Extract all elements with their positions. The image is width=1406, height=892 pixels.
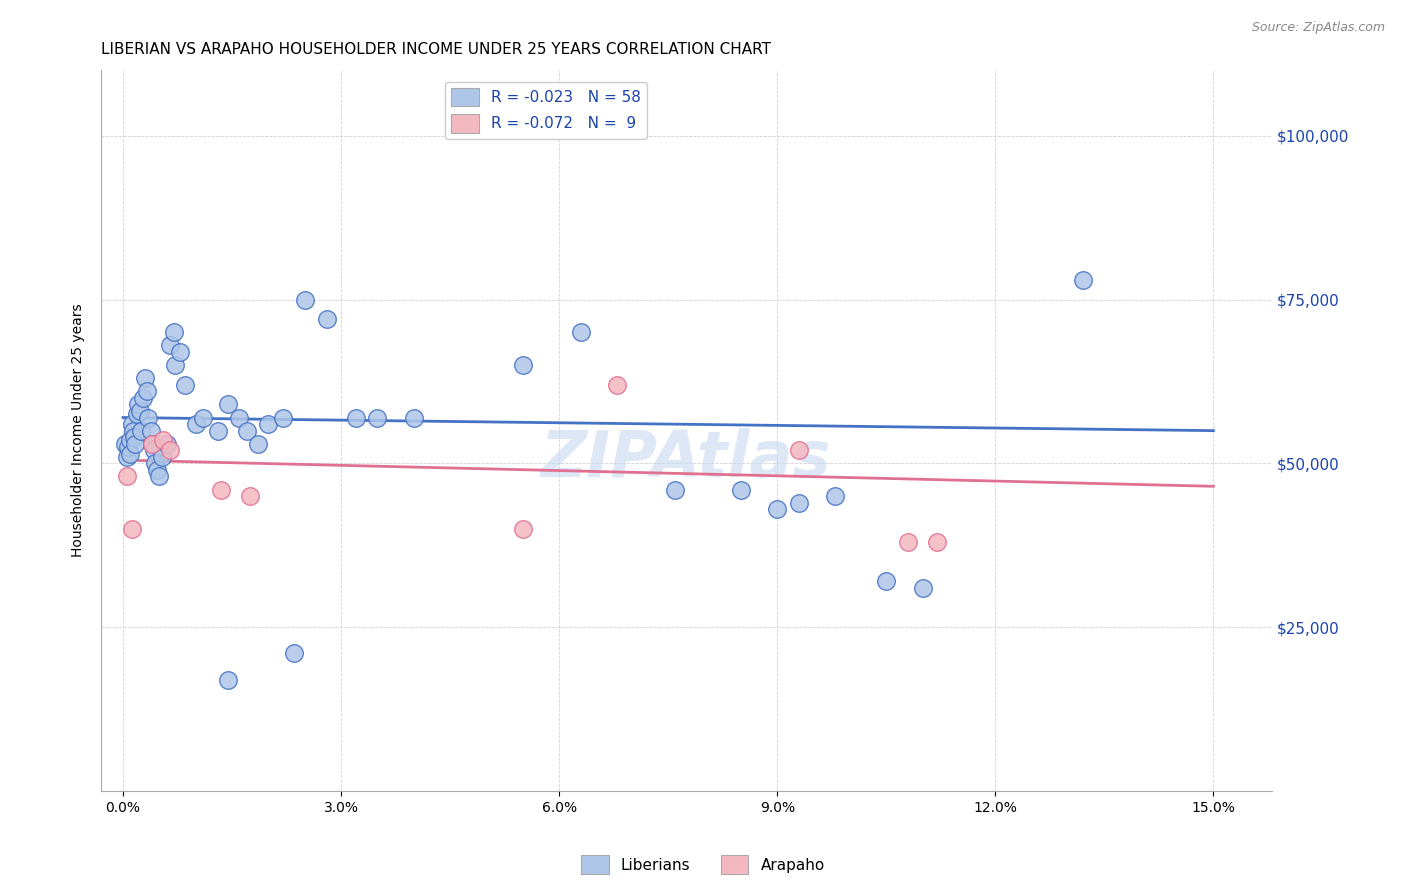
Point [138, 410, 160, 425]
Point [209, 483, 232, 497]
Legend: Liberians, Arapaho: Liberians, Arapaho [575, 849, 831, 880]
Point [664, 483, 686, 497]
Point [134, 371, 156, 385]
Point [246, 436, 269, 450]
Point [148, 469, 170, 483]
Point [402, 410, 425, 425]
Point [257, 417, 280, 431]
Point [115, 469, 138, 483]
Point [169, 345, 191, 359]
Point [271, 410, 294, 425]
Point [143, 456, 166, 470]
Point [129, 424, 152, 438]
Point [165, 358, 187, 372]
Point [120, 446, 142, 460]
Point [122, 424, 145, 438]
Point [128, 404, 150, 418]
Text: LIBERIAN VS ARAPAHO HOUSEHOLDER INCOME UNDER 25 YEARS CORRELATION CHART: LIBERIAN VS ARAPAHO HOUSEHOLDER INCOME U… [101, 42, 772, 57]
Point [141, 436, 163, 450]
Point [766, 502, 789, 516]
Point [139, 424, 162, 438]
Text: Source: ZipAtlas.com: Source: ZipAtlas.com [1251, 21, 1385, 34]
Point [127, 397, 149, 411]
Point [142, 443, 165, 458]
Point [512, 522, 534, 536]
Point [315, 312, 337, 326]
Point [239, 489, 262, 503]
Legend: R = -0.023   N = 58, R = -0.072   N =  9: R = -0.023 N = 58, R = -0.072 N = 9 [446, 82, 647, 139]
Point [366, 410, 388, 425]
Point [207, 424, 229, 438]
Point [228, 410, 250, 425]
Point [217, 397, 239, 411]
Point [897, 535, 920, 549]
Point [131, 391, 153, 405]
Point [122, 430, 145, 444]
Point [159, 443, 181, 458]
Point [730, 483, 752, 497]
Point [141, 436, 163, 450]
Point [824, 489, 846, 503]
Point [125, 407, 148, 421]
Point [294, 293, 316, 307]
Point [512, 358, 534, 372]
Point [115, 450, 138, 464]
Point [159, 338, 181, 352]
Point [117, 440, 139, 454]
Point [217, 673, 239, 687]
Point [114, 436, 136, 450]
Point [927, 535, 949, 549]
Point [173, 377, 195, 392]
Point [121, 417, 143, 431]
Point [344, 410, 367, 425]
Point [235, 424, 257, 438]
Point [118, 434, 141, 448]
Point [569, 326, 592, 340]
Point [191, 410, 214, 425]
Point [911, 581, 934, 595]
Point [156, 436, 179, 450]
Point [146, 463, 169, 477]
Point [163, 326, 186, 340]
Point [787, 443, 810, 458]
Text: ZIPAtlas: ZIPAtlas [541, 428, 831, 491]
Point [606, 377, 628, 392]
Point [787, 496, 810, 510]
Point [283, 646, 305, 660]
Point [875, 574, 897, 589]
Point [152, 434, 174, 448]
Point [150, 450, 173, 464]
Point [121, 522, 143, 536]
Point [124, 436, 146, 450]
Point [136, 384, 159, 399]
Y-axis label: Householder Income Under 25 years: Householder Income Under 25 years [72, 304, 86, 558]
Point [184, 417, 207, 431]
Point [1071, 273, 1094, 287]
